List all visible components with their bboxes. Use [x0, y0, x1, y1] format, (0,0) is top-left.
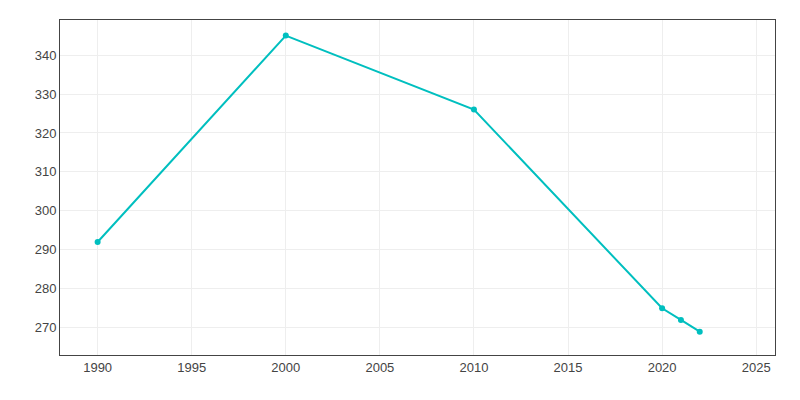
svg-text:330: 330 — [35, 87, 57, 102]
svg-text:270: 270 — [35, 320, 57, 335]
svg-text:340: 340 — [35, 48, 57, 63]
svg-text:1995: 1995 — [177, 360, 206, 375]
svg-text:2005: 2005 — [365, 360, 394, 375]
svg-text:1990: 1990 — [83, 360, 112, 375]
svg-text:280: 280 — [35, 281, 57, 296]
svg-text:2025: 2025 — [742, 360, 771, 375]
svg-text:320: 320 — [35, 126, 57, 141]
svg-text:2020: 2020 — [648, 360, 677, 375]
svg-text:310: 310 — [35, 164, 57, 179]
svg-text:290: 290 — [35, 242, 57, 257]
svg-text:2000: 2000 — [271, 360, 300, 375]
svg-text:300: 300 — [35, 203, 57, 218]
svg-text:2010: 2010 — [459, 360, 488, 375]
svg-text:2015: 2015 — [554, 360, 583, 375]
